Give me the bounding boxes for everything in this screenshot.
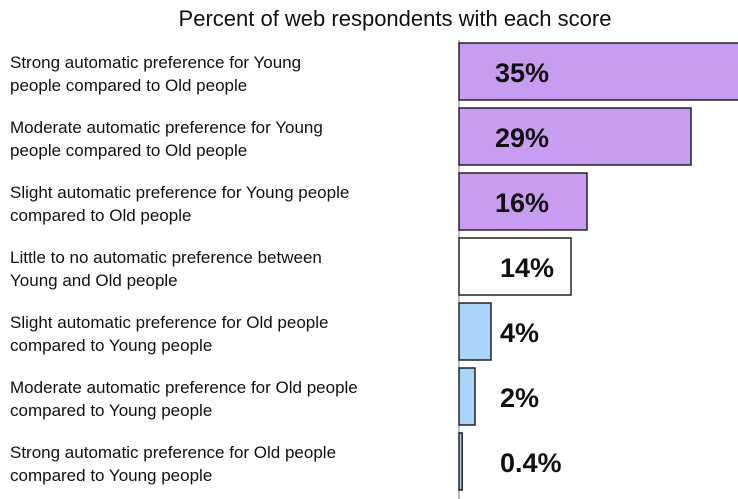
data-label-4: 14% — [500, 253, 554, 283]
data-label-6: 2% — [500, 383, 539, 413]
data-label-2: 29% — [495, 123, 549, 153]
category-label-7: Strong automatic preference for Old peop… — [10, 443, 336, 485]
category-label-2: Moderate automatic preference for Young p… — [10, 118, 323, 160]
bar-1 — [458, 42, 738, 101]
chart-marks: Strong automatic preference for Young peo… — [10, 42, 738, 491]
category-label-1: Strong automatic preference for Young peo… — [10, 53, 301, 95]
bar-7 — [458, 432, 463, 491]
data-label-3: 16% — [495, 188, 549, 218]
bar-5 — [458, 302, 492, 361]
category-label-3: Slight automatic preference for Young pe… — [10, 183, 349, 225]
bar-2 — [458, 107, 692, 166]
data-label-1: 35% — [495, 58, 549, 88]
data-label-7: 0.4% — [500, 448, 562, 478]
bar-3 — [458, 172, 588, 231]
category-label-4: Little to no automatic preference betwee… — [10, 248, 322, 290]
data-label-5: 4% — [500, 318, 539, 348]
chart-title: Percent of web respondents with each sco… — [179, 6, 612, 31]
bar-6 — [458, 367, 476, 426]
category-label-5: Slight automatic preference for Old peop… — [10, 313, 328, 355]
category-label-6: Moderate automatic preference for Old pe… — [10, 378, 358, 420]
bar-4 — [458, 237, 572, 296]
